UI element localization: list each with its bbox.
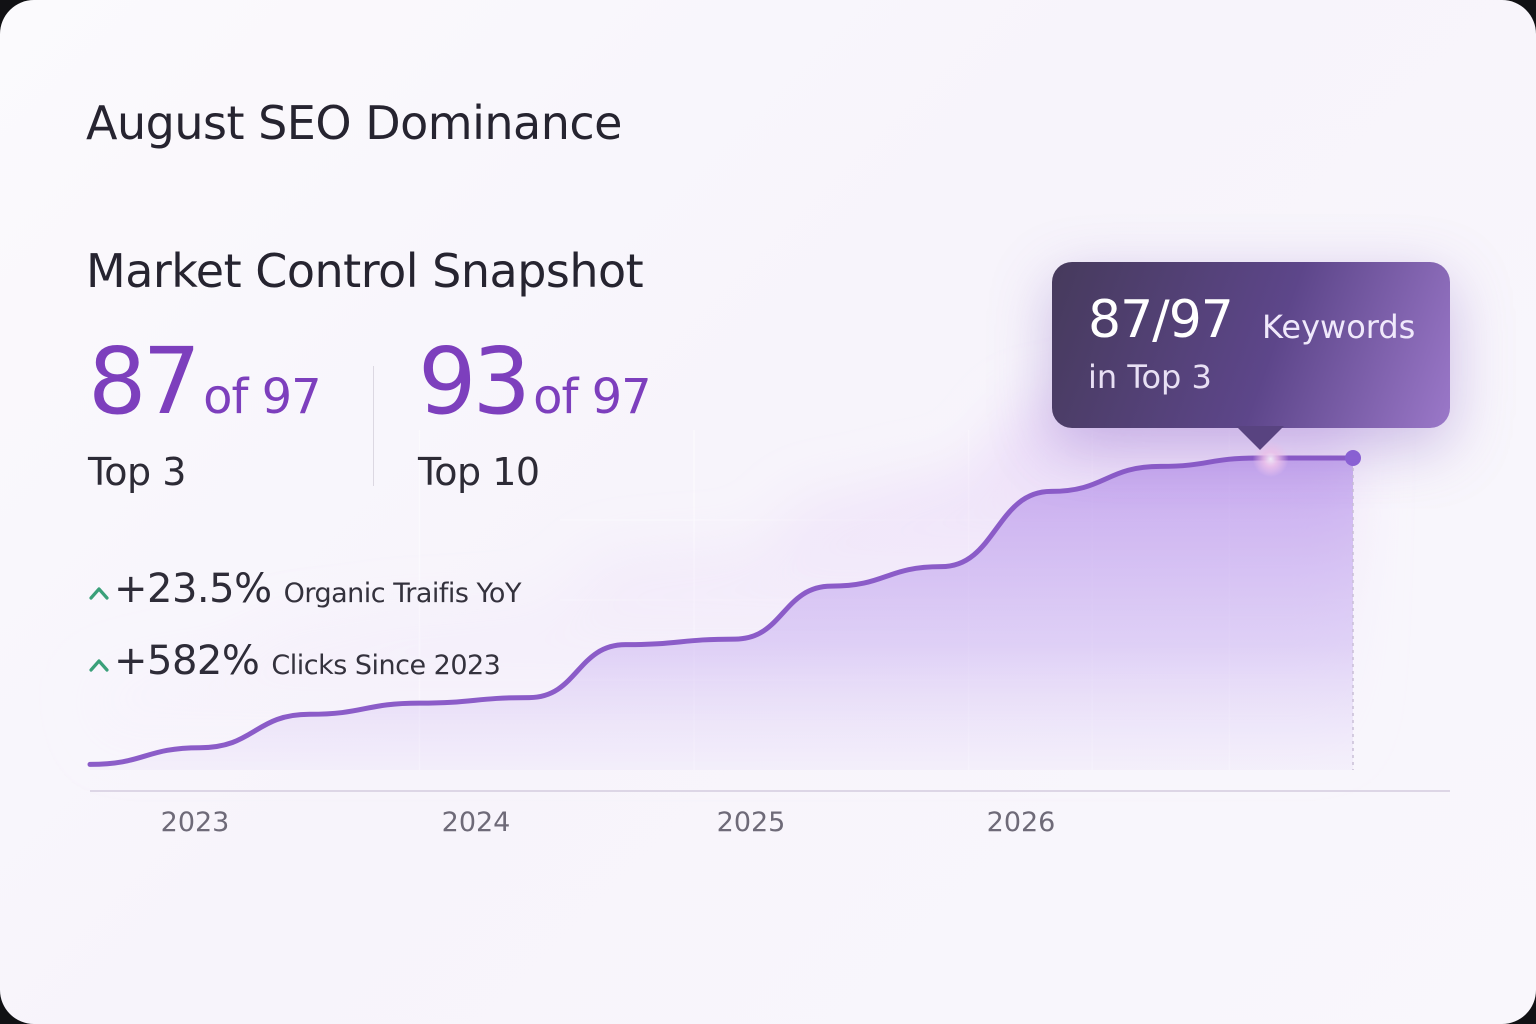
- section-subtitle: Market Control Snapshot: [86, 244, 644, 298]
- stat-top3: 87 of 97 Top 3: [88, 336, 322, 495]
- stat-top10-of: of 97: [533, 369, 652, 425]
- x-tick-label: 2024: [442, 807, 511, 838]
- arrow-up-icon: [89, 659, 109, 672]
- tooltip-unit: Keywords: [1262, 308, 1416, 346]
- tooltip-line2: in Top 3: [1088, 358, 1212, 396]
- x-tick-label: 2025: [717, 807, 786, 838]
- x-tick-label: 2023: [161, 807, 230, 838]
- series-line: [87, 455, 1356, 767]
- stat-top10: 93 of 97 Top 10: [418, 336, 652, 495]
- arrow-up-icon: [89, 587, 109, 600]
- growth-traffic-desc: Organic Traifis YoY: [283, 578, 522, 609]
- growth-clicks-desc: Clicks Since 2023: [271, 650, 501, 681]
- page-title: August SEO Dominance: [86, 96, 622, 150]
- stat-top10-label: Top 10: [418, 450, 540, 494]
- area-fill: [90, 458, 1353, 770]
- stat-top3-of: of 97: [203, 369, 322, 425]
- stat-top10-value: 93: [418, 328, 531, 435]
- x-tick-label: 2026: [987, 807, 1056, 838]
- growth-clicks-value: +582%: [114, 638, 260, 684]
- endpoint-dot[interactable]: [1345, 450, 1361, 466]
- growth-traffic: +23.5% Organic Traifis YoY: [88, 566, 521, 612]
- stat-top3-value: 87: [88, 328, 201, 435]
- highlight-glow: [1252, 441, 1289, 477]
- growth-traffic-value: +23.5%: [114, 566, 272, 612]
- tooltip-value: 87/97: [1088, 290, 1234, 350]
- growth-clicks: +582% Clicks Since 2023: [88, 638, 501, 684]
- stat-divider: [373, 366, 374, 486]
- x-axis-ticks: 2023 2024 2025 2026: [161, 807, 1056, 838]
- stat-top3-label: Top 3: [88, 450, 186, 494]
- highlight-tooltip: 87/97 Keywords in Top 3: [1052, 262, 1450, 450]
